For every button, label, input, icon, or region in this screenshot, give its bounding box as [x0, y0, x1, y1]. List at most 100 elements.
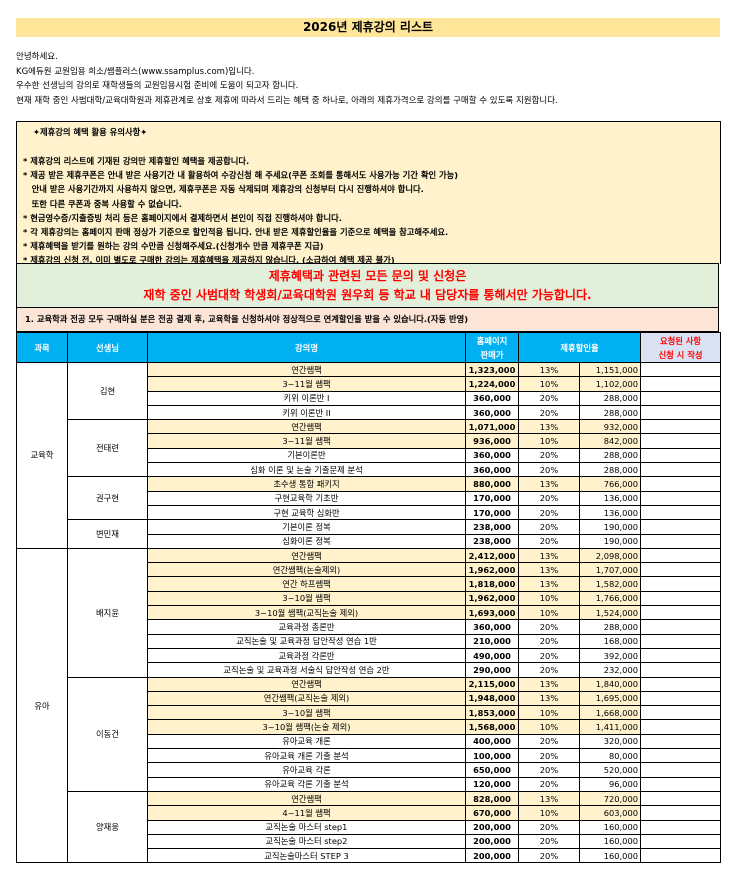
discount-rate-cell: 20% — [518, 748, 580, 764]
request-input-cell[interactable] — [640, 733, 722, 750]
request-input-cell[interactable] — [640, 490, 722, 506]
discount-rate-cell: 13% — [518, 790, 580, 807]
course-name-cell: 유아교육 각론 기출 분석 — [147, 776, 466, 792]
discount-price-cell: 392,000 — [578, 647, 642, 664]
discount-price-cell: 1,668,000 — [578, 705, 642, 721]
intro-line: 현재 재학 중인 사범대학/교육대학원과 제휴관계로 상호 제휴에 따라서 드리… — [16, 95, 558, 106]
request-input-cell[interactable] — [640, 805, 722, 821]
request-input-cell[interactable] — [640, 590, 722, 607]
discount-rate-cell: 20% — [518, 762, 580, 778]
request-input-cell[interactable] — [640, 633, 722, 649]
discount-price-cell: 136,000 — [578, 490, 642, 506]
price-cell: 1,818,000 — [465, 576, 519, 592]
request-input-cell[interactable] — [640, 504, 722, 521]
request-input-cell[interactable] — [640, 819, 722, 835]
discount-rate-cell: 10% — [518, 705, 580, 721]
price-cell: 1,568,000 — [465, 719, 519, 735]
discount-price-cell: 288,000 — [578, 619, 642, 635]
price-cell: 1,071,000 — [465, 419, 519, 435]
request-input-cell[interactable] — [640, 719, 722, 735]
notice-item: * 제공 받은 제휴쿠폰은 안내 받은 사용기간 내 활용하여 수강신청 해 주… — [23, 170, 459, 181]
request-input-cell[interactable] — [640, 376, 722, 392]
discount-price-cell: 1,707,000 — [578, 562, 642, 578]
price-cell: 360,000 — [465, 390, 519, 406]
teacher-cell: 변민재 — [67, 519, 148, 549]
discount-price-cell: 520,000 — [578, 762, 642, 778]
discount-price-cell: 1,524,000 — [578, 605, 642, 621]
request-input-cell[interactable] — [640, 833, 722, 850]
discount-rate-cell: 13% — [518, 547, 580, 564]
request-input-cell[interactable] — [640, 519, 722, 535]
request-input-cell[interactable] — [640, 848, 722, 864]
request-input-cell[interactable] — [640, 790, 722, 807]
course-name-cell: 3~11월 쌤팩 — [147, 376, 466, 392]
course-name-cell: 연간쌤팩 — [147, 361, 466, 378]
course-name-cell: 연간쌤팩(교직논술 제외) — [147, 690, 466, 707]
request-input-cell[interactable] — [640, 647, 722, 664]
course-name-cell: 연간쌤팩 — [147, 676, 466, 692]
request-input-cell[interactable] — [640, 776, 722, 792]
table-row: 유아 배지윤 연간쌤팩 2,412,000 13% 2,098,000 — [16, 547, 722, 864]
request-input-cell[interactable] — [640, 447, 722, 464]
discount-price-cell: 190,000 — [578, 519, 642, 535]
table-header-row: 과목 선생님 강의명 홈페이지 판매가 제휴할인율 요청된 사항 신청 시 작성 — [16, 332, 722, 363]
request-input-cell[interactable] — [640, 605, 722, 621]
notice-item: * 제휴강의 리스트에 기재된 강의만 제휴할인 혜택을 제공합니다. — [23, 156, 250, 166]
price-cell: 238,000 — [465, 519, 519, 535]
request-input-cell[interactable] — [640, 419, 722, 435]
discount-rate-cell: 10% — [518, 376, 580, 392]
price-cell: 1,323,000 — [465, 361, 519, 378]
request-input-cell[interactable] — [640, 705, 722, 721]
discount-rate-cell: 20% — [518, 647, 580, 664]
course-name-cell: 교직논술 및 교육과정 답안작성 연습 1반 — [147, 633, 466, 649]
course-name-cell: 교직논술 마스터 step2 — [147, 833, 466, 850]
request-input-cell[interactable] — [640, 547, 722, 564]
request-input-cell[interactable] — [640, 576, 722, 592]
request-input-cell[interactable] — [640, 361, 722, 378]
request-input-cell[interactable] — [640, 533, 722, 549]
request-input-cell[interactable] — [640, 676, 722, 692]
price-cell: 1,962,000 — [465, 562, 519, 578]
discount-rate-cell: 20% — [518, 633, 580, 649]
request-input-cell[interactable] — [640, 462, 722, 478]
discount-rate-cell: 10% — [518, 590, 580, 607]
price-cell: 490,000 — [465, 647, 519, 664]
request-input-cell[interactable] — [640, 690, 722, 707]
price-cell: 670,000 — [465, 805, 519, 821]
notice-heading: ✦제휴강의 혜택 활용 유의사항✦ — [33, 127, 148, 137]
request-input-cell[interactable] — [640, 476, 722, 492]
discount-price-cell: 842,000 — [578, 433, 642, 449]
course-name-cell: 연간 하프쌤팩 — [147, 576, 466, 592]
price-cell: 360,000 — [465, 619, 519, 635]
request-input-cell[interactable] — [640, 433, 722, 449]
discount-rate-cell: 10% — [518, 433, 580, 449]
table-row: 전태련 연간쌤팩 1,071,000 13% 932,000 — [17, 419, 722, 478]
request-input-cell[interactable] — [640, 404, 722, 421]
course-name-cell: 3~10월 쌤팩 — [147, 705, 466, 721]
request-input-cell[interactable] — [640, 662, 722, 678]
course-name-cell: 기본이론반 — [147, 447, 466, 464]
course-name-cell: 교육과정 총론반 — [147, 619, 466, 635]
discount-rate-cell: 13% — [518, 690, 580, 707]
intro-text: 안녕하세요. KG에듀원 교원임용 희소/쌤플러스(www.ssamplus.c… — [16, 50, 558, 108]
discount-price-cell: 603,000 — [578, 805, 642, 821]
discount-price-cell: 168,000 — [578, 633, 642, 649]
discount-rate-cell: 20% — [518, 504, 580, 521]
intro-line: 안녕하세요. — [16, 52, 58, 62]
discount-rate-cell: 20% — [518, 447, 580, 464]
price-cell: 360,000 — [465, 404, 519, 421]
table-row: 교육학 김현 연간쌤팩 1,323,000 13% 1,151,000 — [16, 361, 722, 549]
table-row: 3~10월 쌤팩 1,962,000 10% 1,766,000 — [17, 590, 722, 607]
request-input-cell[interactable] — [640, 762, 722, 778]
table-row: 3~10월 쌤팩 1,853,000 10% 1,668,000 — [17, 705, 722, 721]
discount-price-cell: 1,582,000 — [578, 576, 642, 592]
header-discount: 제휴할인율 — [517, 332, 642, 363]
table-row: 기본이론반 360,000 20% 288,000 — [17, 447, 722, 464]
discount-price-cell: 320,000 — [578, 733, 642, 750]
request-input-cell[interactable] — [640, 562, 722, 578]
request-input-cell[interactable] — [640, 748, 722, 764]
request-input-cell[interactable] — [640, 390, 722, 406]
request-input-cell[interactable] — [640, 619, 722, 635]
intro-line: KG에듀원 교원임용 희소/쌤플러스(www.ssamplus.com)입니다. — [16, 66, 255, 77]
price-cell: 828,000 — [465, 790, 519, 807]
